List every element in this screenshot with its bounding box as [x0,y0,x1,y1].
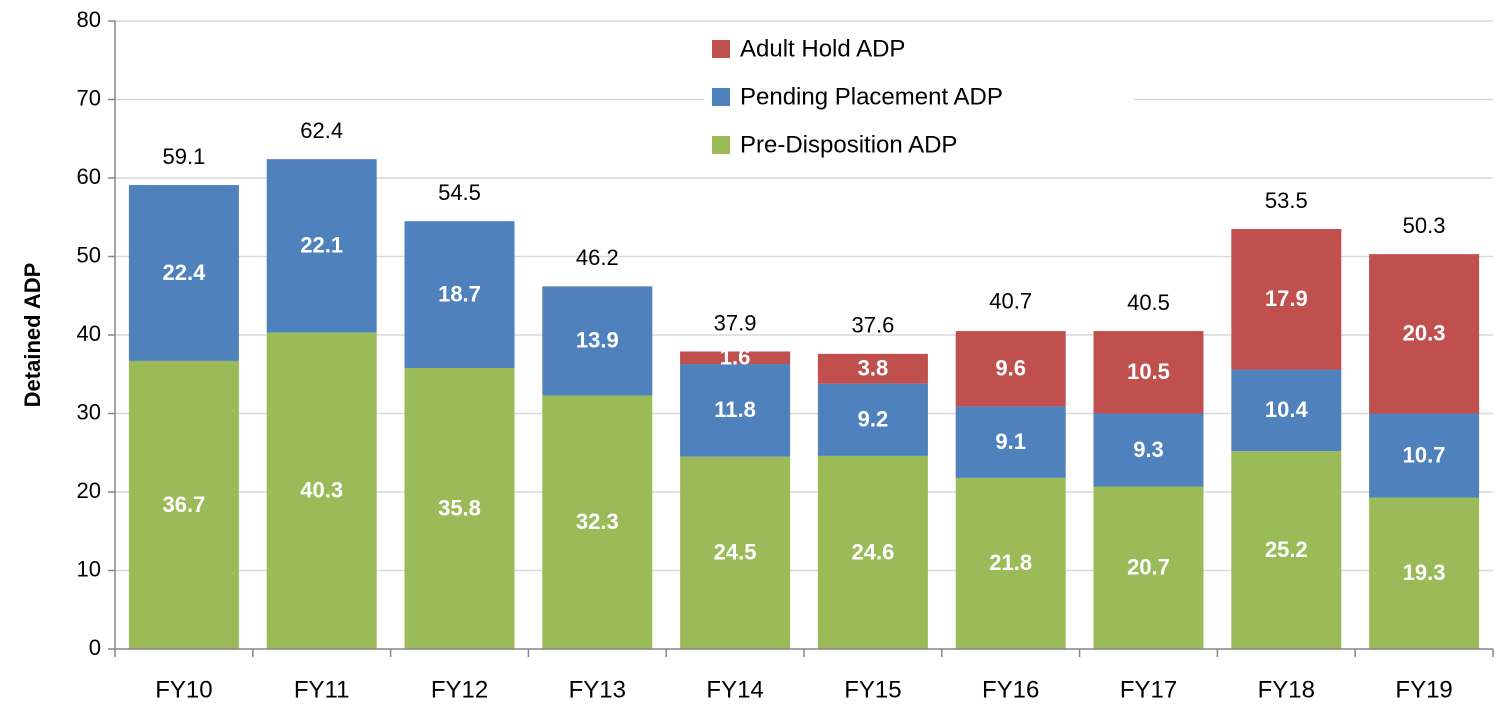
bar-segment [266,159,377,333]
bar-segment [1231,451,1342,649]
data-label: 24.6 [851,539,894,564]
bar-segment [955,331,1066,407]
data-label: 10.7 [1403,442,1446,467]
data-label: 9.1 [995,429,1026,454]
data-label: 20.7 [1127,555,1170,580]
x-tick-label: FY19 [1395,676,1452,703]
total-label: 50.3 [1403,213,1446,238]
bar-segment [1093,331,1204,414]
total-label: 40.7 [989,288,1032,313]
bar-segment [542,395,653,649]
data-label: 3.8 [858,356,889,381]
bar-segment [1369,413,1480,498]
data-label: 9.6 [995,356,1026,381]
bar-segment [1231,369,1342,452]
x-tick-label: FY10 [155,676,212,703]
legend-label: Adult Hold ADP [740,35,905,62]
data-label: 35.8 [438,495,481,520]
bar-segment [1093,486,1204,649]
y-axis-label: Detained ADP [20,263,45,408]
bar-segment [680,456,791,649]
total-label: 59.1 [162,144,205,169]
legend-label: Pending Placement ADP [740,83,1003,110]
data-label: 25.2 [1265,537,1308,562]
legend-box [704,25,1134,173]
data-label: 20.3 [1403,321,1446,346]
data-label: 22.1 [300,233,343,258]
bar-segment [266,332,377,649]
total-label: 54.5 [438,180,481,205]
x-tick-label: FY16 [982,676,1039,703]
bar-segment [680,364,791,457]
x-tick-label: FY15 [844,676,901,703]
legend-swatch [712,40,730,58]
bar-segment [404,367,515,649]
y-tick-label: 10 [77,556,101,581]
bar-segment [1369,254,1480,414]
bar-segment [817,455,928,649]
y-tick-label: 70 [77,85,101,110]
total-label: 53.5 [1265,188,1308,213]
y-tick-label: 80 [77,7,101,32]
x-tick-label: FY12 [431,676,488,703]
y-tick-label: 50 [77,242,101,267]
data-label: 13.9 [576,328,619,353]
x-tick-label: FY17 [1120,676,1177,703]
data-label: 24.5 [714,540,757,565]
total-label: 62.4 [300,118,343,143]
data-label: 40.3 [300,478,343,503]
x-tick-label: FY11 [294,676,350,703]
x-tick-label: FY14 [706,676,763,703]
bar-segment [128,360,239,649]
data-label: 22.4 [162,260,206,285]
bar-segment [128,185,239,361]
data-label: 1.6 [720,345,751,370]
data-label: 9.2 [858,407,889,432]
data-label: 17.9 [1265,286,1308,311]
data-label: 10.5 [1127,359,1170,384]
data-label: 18.7 [438,281,481,306]
data-label: 32.3 [576,509,619,534]
data-label: 19.3 [1403,560,1446,585]
x-tick-label: FY13 [569,676,626,703]
total-label: 46.2 [576,245,619,270]
bar-segment [1093,413,1204,487]
legend-label: Pre-Disposition ADP [740,131,957,158]
data-label: 21.8 [989,550,1032,575]
y-tick-label: 30 [77,399,101,424]
bar-segment [817,353,928,384]
total-label: 37.6 [851,313,894,338]
legend-swatch [712,136,730,154]
total-label: 37.9 [714,310,757,335]
data-label: 10.4 [1265,397,1309,422]
bar-segment [955,406,1066,478]
y-tick-label: 60 [77,164,101,189]
bar-segment [542,286,653,396]
y-tick-label: 40 [77,321,101,346]
legend-swatch [712,88,730,106]
bar-segment [404,221,515,368]
y-tick-label: 20 [77,478,101,503]
bar-segment [680,351,791,365]
bar-segment [1231,229,1342,370]
x-tick-label: FY18 [1258,676,1315,703]
y-tick-label: 0 [89,635,101,660]
bar-segment [817,383,928,456]
bar-segment [955,477,1066,649]
data-label: 36.7 [162,492,205,517]
data-label: 11.8 [714,397,756,422]
bar-segment [1369,497,1480,649]
data-label: 9.3 [1133,437,1164,462]
total-label: 40.5 [1127,290,1170,315]
